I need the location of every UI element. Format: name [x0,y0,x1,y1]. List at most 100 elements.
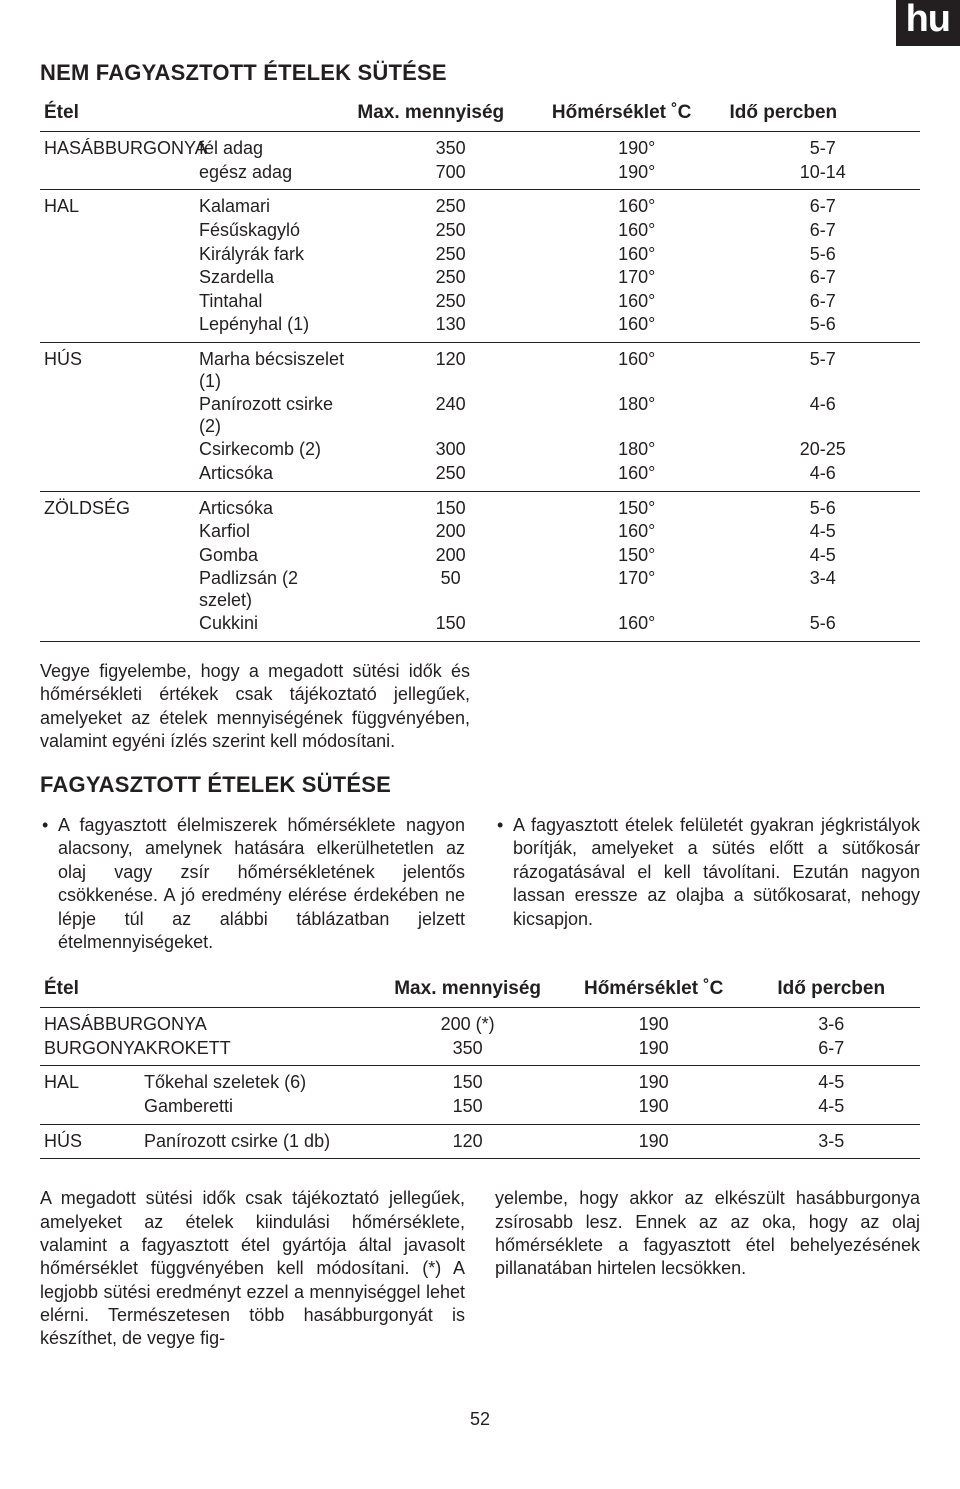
cell-temp: 160° [548,190,726,219]
cell-time: 5-6 [725,492,920,521]
table-row: ZÖLDSÉGArticsóka150150°5-6 [40,492,920,521]
category-label [44,162,199,184]
cell-temp: 170° [548,266,726,290]
category-label: ZÖLDSÉG [44,498,199,520]
cell-time: 10-14 [725,161,920,190]
table-row: HÚSPanírozott csirke (1 db)1201903-5 [40,1125,920,1159]
footer-para-left: A megadott sütési idők csak tájékoztató … [40,1187,465,1351]
table-row: Gamberetti1501904-5 [40,1095,920,1124]
table-row: egész adag700190°10-14 [40,161,920,190]
food-item: Articsóka [199,463,349,485]
food-item [144,1038,366,1060]
col-time: Idő percben [742,972,920,1007]
table-row: Gomba200150°4-5 [40,544,920,568]
table-row: HASÁBBURGONYA200 (*)1903-6 [40,1008,920,1037]
cell-time: 5-7 [725,132,920,161]
table-row: Articsóka250160°4-6 [40,462,920,491]
cell-qty: 300 [353,438,548,462]
cell-time: 4-5 [742,1095,920,1124]
table-row: HALTőkehal szeletek (6)1501904-5 [40,1066,920,1095]
food-item: Kalamari [199,196,349,218]
col-temp: Hőmérséklet ˚C [548,96,726,131]
category-label [44,463,199,485]
table-row: Csirkecomb (2)300180°20-25 [40,438,920,462]
food-item: Gomba [199,545,349,567]
section-title-1: NEM FAGYASZTOTT ÉTELEK SÜTÉSE [40,60,920,86]
col-food: Étel [40,972,370,1007]
cell-temp: 160° [548,313,726,342]
cell-time: 6-7 [725,290,920,314]
table-row: BURGONYAKROKETT3501906-7 [40,1037,920,1066]
table-row: Lepényhal (1)130160°5-6 [40,313,920,342]
category-label [44,439,199,461]
cell-temp: 190° [548,161,726,190]
col-food: Étel [40,96,353,131]
col-qty: Max. mennyiség [353,96,548,131]
food-item: Marha bécsiszelet (1) [199,349,349,392]
food-item: Panírozott csirke (1 db) [144,1131,366,1153]
cell-qty: 250 [353,243,548,267]
table-row: Karfiol200160°4-5 [40,520,920,544]
category-label [44,1096,144,1118]
cell-time: 6-7 [725,219,920,243]
cell-time: 5-6 [725,313,920,342]
cell-qty: 250 [353,462,548,491]
cell-temp: 190° [548,132,726,161]
table-row: HÚSMarha bécsiszelet (1)120160°5-7 [40,343,920,393]
cell-qty: 50 [353,567,548,612]
cell-temp: 160° [548,612,726,641]
cell-qty: 120 [370,1125,565,1159]
cell-qty: 250 [353,266,548,290]
table-row: Fésűskagyló250160°6-7 [40,219,920,243]
cell-temp: 170° [548,567,726,612]
section-title-2: FAGYASZTOTT ÉTELEK SÜTÉSE [40,772,920,798]
cell-time: 5-6 [725,612,920,641]
cell-qty: 700 [353,161,548,190]
food-item: fél adag [199,138,349,160]
category-label [44,521,199,543]
category-label: HASÁBBURGONYA [44,138,199,160]
footer-paragraph-columns: A megadott sütési idők csak tájékoztató … [40,1187,920,1369]
cell-qty: 130 [353,313,548,342]
cell-time: 4-5 [742,1066,920,1095]
cell-time: 3-4 [725,567,920,612]
category-label [44,291,199,313]
cell-time: 4-6 [725,462,920,491]
food-item: Tintahal [199,291,349,313]
cell-time: 3-6 [742,1008,920,1037]
col-qty: Max. mennyiség [370,972,565,1007]
cell-time: 5-6 [725,243,920,267]
bullet-item: A fagyasztott élelmiszerek hőmérséklete … [58,814,465,954]
table-row: Cukkini150160°5-6 [40,612,920,641]
cell-qty: 200 (*) [370,1008,565,1037]
col-time: Idő percben [725,96,920,131]
cell-temp: 180° [548,393,726,438]
table-row: Tintahal250160°6-7 [40,290,920,314]
food-item: Fésűskagyló [199,220,349,242]
cell-time: 6-7 [725,190,920,219]
food-item: Articsóka [199,498,349,520]
cell-qty: 350 [353,132,548,161]
category-label [44,394,199,437]
category-label [44,267,199,289]
cell-temp: 190 [565,1037,743,1066]
cell-temp: 190 [565,1095,743,1124]
food-item: Padlizsán (2 szelet) [199,568,349,611]
food-item: Gamberetti [144,1096,366,1118]
cell-time: 6-7 [742,1037,920,1066]
food-item [144,1014,366,1036]
food-item: Karfiol [199,521,349,543]
table-row: Panírozott csirke (2)240180°4-6 [40,393,920,438]
cell-temp: 190 [565,1066,743,1095]
cell-time: 4-5 [725,544,920,568]
page-number: 52 [40,1409,920,1431]
cooking-table-1: Étel Max. mennyiség Hőmérséklet ˚C Idő p… [40,96,920,132]
col-temp: Hőmérséklet ˚C [565,972,743,1007]
category-label: HAL [44,196,199,218]
table-row: HALKalamari250160°6-7 [40,190,920,219]
food-item: Csirkecomb (2) [199,439,349,461]
cell-temp: 190 [565,1125,743,1159]
table-row: Királyrák fark250160°5-6 [40,243,920,267]
food-item: Panírozott csirke (2) [199,394,349,437]
food-item: Lepényhal (1) [199,314,349,336]
